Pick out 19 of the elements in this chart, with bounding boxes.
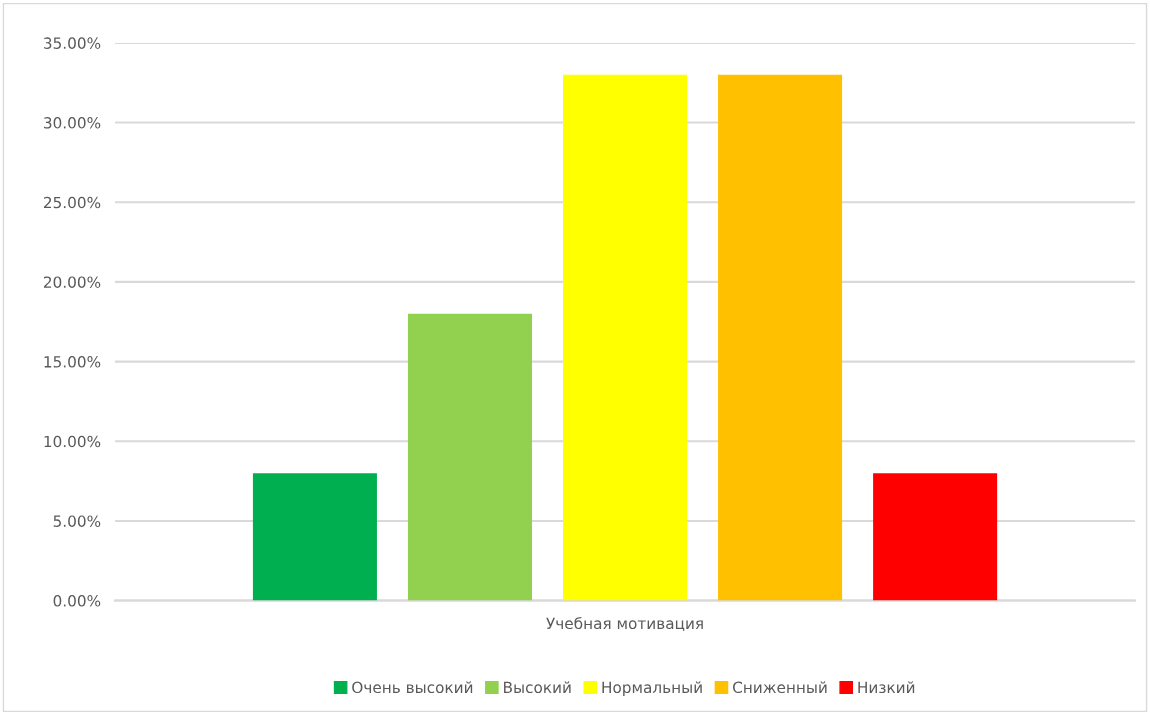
x-tick-label: Учебная мотивация: [546, 617, 703, 631]
legend-label: Сниженный: [733, 681, 827, 694]
legend-label: Нормальный: [602, 681, 702, 697]
y-tick-label: 15.00%: [44, 356, 101, 368]
bar: [252, 473, 377, 601]
bar: [563, 74, 688, 601]
y-tick-label: 25.00%: [43, 196, 101, 209]
y-tick-label: 10.00%: [44, 435, 101, 448]
y-tick-label: 30.00%: [44, 117, 101, 129]
legend-label: Низкий: [858, 681, 915, 694]
y-tick-label: 0.00%: [53, 595, 101, 607]
y-tick-label: 35.00%: [44, 37, 101, 49]
bar: [718, 74, 843, 601]
y-tick-label: 5.00%: [53, 515, 101, 527]
legend-label: Высокий: [504, 681, 571, 694]
legend-label: Очень высокий: [352, 681, 473, 694]
bar: [873, 473, 998, 601]
bar: [407, 313, 532, 601]
y-tick-label: 20.00%: [43, 276, 101, 288]
